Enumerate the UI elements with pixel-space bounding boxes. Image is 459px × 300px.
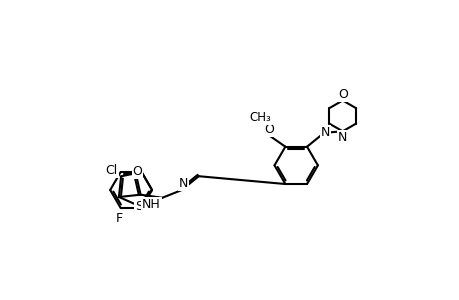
Text: NH: NH [142, 198, 161, 211]
Text: O: O [132, 165, 142, 178]
Text: S: S [134, 200, 142, 213]
Text: N: N [337, 131, 347, 144]
Text: N: N [178, 177, 188, 190]
Text: O: O [263, 123, 274, 136]
Text: F: F [115, 212, 123, 224]
Text: Cl: Cl [106, 164, 118, 177]
Text: O: O [337, 88, 347, 101]
Text: CH₃: CH₃ [249, 111, 271, 124]
Text: N: N [320, 126, 330, 139]
